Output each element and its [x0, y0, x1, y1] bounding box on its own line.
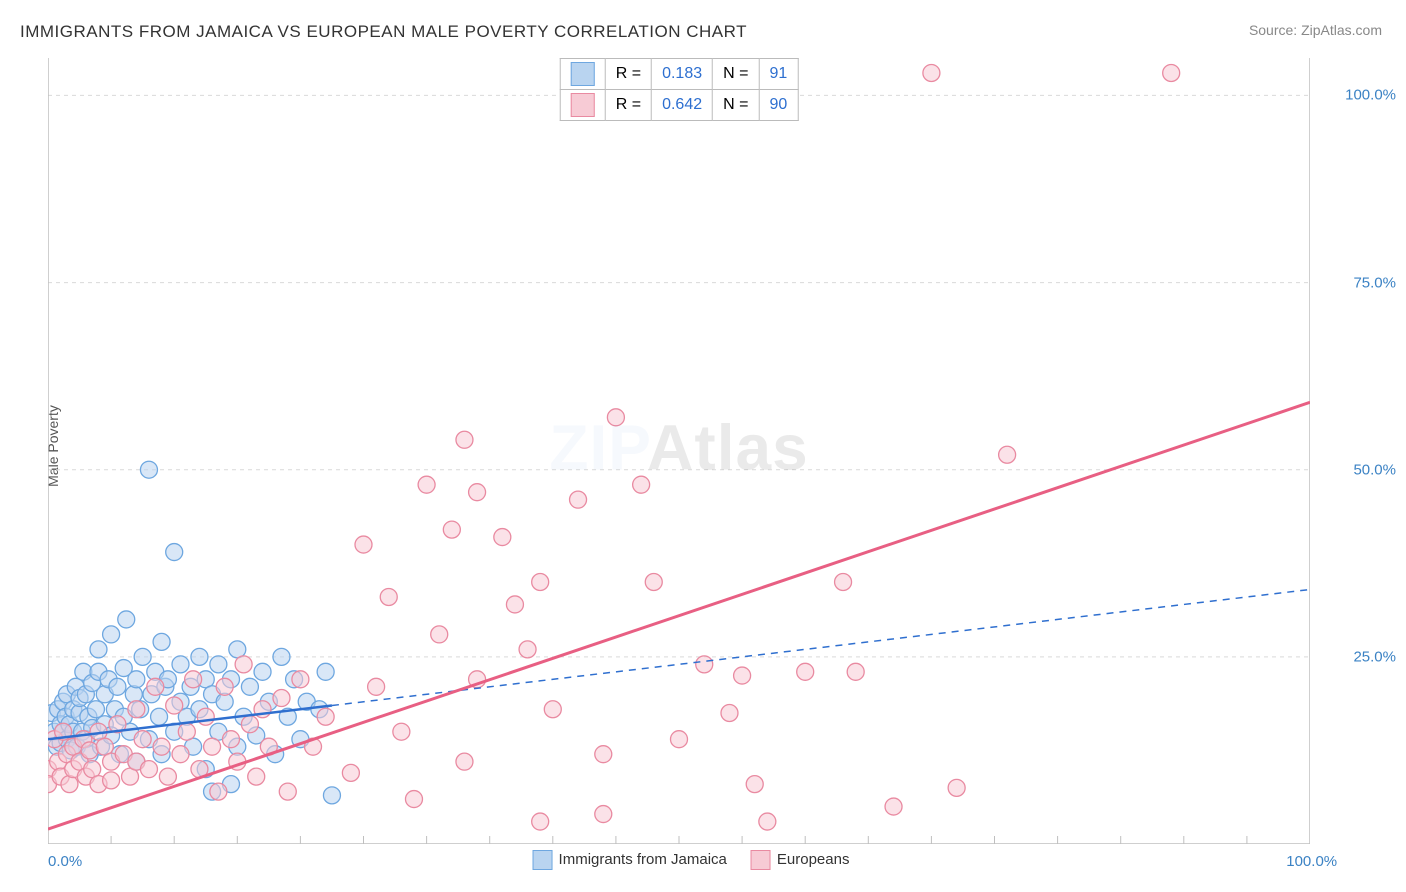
legend-n-label: N = [713, 59, 759, 90]
legend-n-value: 91 [759, 59, 798, 90]
correlation-legend: R =0.183N =91 R =0.642N =90 [560, 58, 799, 121]
legend-n-value: 90 [759, 90, 798, 121]
y-tick-label: 50.0% [1353, 461, 1396, 478]
x-tick-label: 0.0% [48, 853, 82, 870]
scatter-chart [48, 58, 1310, 844]
legend-n-label: N = [713, 90, 759, 121]
legend-r-value: 0.642 [652, 90, 713, 121]
source-attribution: Source: ZipAtlas.com [1249, 22, 1382, 38]
legend-r-label: R = [605, 59, 651, 90]
legend-item: Europeans [727, 851, 850, 868]
legend-item: Immigrants from Jamaica [509, 851, 727, 868]
legend-r-value: 0.183 [652, 59, 713, 90]
y-tick-label: 100.0% [1345, 87, 1396, 104]
chart-title: IMMIGRANTS FROM JAMAICA VS EUROPEAN MALE… [20, 22, 747, 42]
legend-r-label: R = [605, 90, 651, 121]
legend-swatch [560, 59, 605, 90]
legend-swatch [560, 90, 605, 121]
y-tick-label: 25.0% [1353, 648, 1396, 665]
x-tick-label: 100.0% [1286, 853, 1337, 870]
correlation-table: R =0.183N =91 R =0.642N =90 [560, 58, 799, 121]
plot-area: ZIPAtlas R =0.183N =91R =0.642N =90 Immi… [48, 58, 1310, 844]
y-tick-label: 75.0% [1353, 274, 1396, 291]
series-legend: Immigrants from JamaicaEuropeans [509, 850, 850, 870]
